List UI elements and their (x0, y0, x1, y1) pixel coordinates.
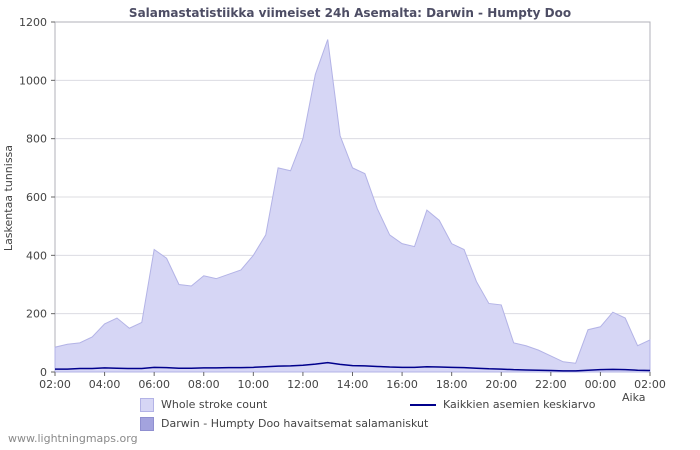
lightning-chart-svg: 0 200 400 600 800 1000 1200 02:00 04:00 06:00 08:0… (19, 16, 666, 391)
svg-text:00:00: 00:00 (585, 378, 617, 391)
svg-text:200: 200 (26, 308, 47, 321)
svg-text:16:00: 16:00 (386, 378, 418, 391)
svg-text:600: 600 (26, 191, 47, 204)
svg-text:14:00: 14:00 (337, 378, 369, 391)
x-axis-label: Aika (622, 391, 646, 404)
legend-item-average: Kaikkien asemien keskiarvo (410, 398, 596, 411)
svg-text:08:00: 08:00 (188, 378, 220, 391)
legend-label-darwin-strikes: Darwin - Humpty Doo havaitsemat salamani… (161, 417, 429, 430)
svg-text:22:00: 22:00 (535, 378, 567, 391)
average-line-swatch-icon (410, 403, 436, 406)
legend-item-darwin-strikes: Darwin - Humpty Doo havaitsemat salamani… (140, 416, 429, 431)
svg-text:04:00: 04:00 (89, 378, 121, 391)
whole-stroke-count-swatch-icon (140, 397, 154, 412)
legend-item-whole-stroke-count: Whole stroke count (140, 397, 268, 412)
watermark-url: www.lightningmaps.org (8, 432, 138, 445)
svg-text:18:00: 18:00 (436, 378, 468, 391)
svg-text:400: 400 (26, 249, 47, 262)
svg-text:06:00: 06:00 (138, 378, 170, 391)
svg-text:02:00: 02:00 (39, 378, 71, 391)
svg-text:02:00: 02:00 (634, 378, 666, 391)
svg-text:12:00: 12:00 (287, 378, 319, 391)
svg-text:1200: 1200 (19, 16, 47, 29)
legend-label-whole-stroke-count: Whole stroke count (161, 398, 268, 411)
svg-text:20:00: 20:00 (485, 378, 517, 391)
y-axis-label: Laskentaa tunnissa (2, 144, 15, 252)
svg-text:0: 0 (40, 366, 47, 379)
svg-text:10:00: 10:00 (237, 378, 269, 391)
legend-label-average: Kaikkien asemien keskiarvo (443, 398, 596, 411)
darwin-strikes-swatch-icon (140, 416, 154, 431)
svg-text:1000: 1000 (19, 74, 47, 87)
svg-text:800: 800 (26, 133, 47, 146)
chart-title: Salamastatistiikka viimeiset 24h Asemalt… (128, 6, 572, 20)
